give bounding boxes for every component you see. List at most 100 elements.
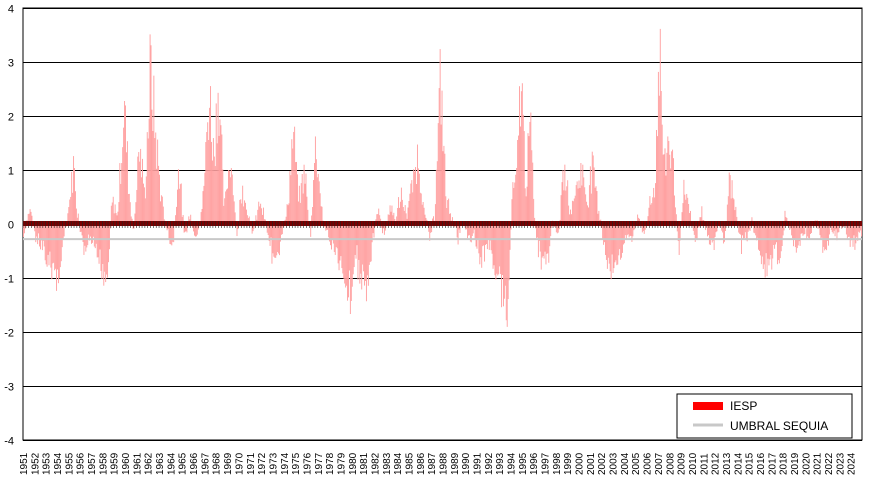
iesp-bar <box>144 198 146 224</box>
x-tick-label: 1998 <box>552 452 563 475</box>
iesp-bar <box>317 173 319 224</box>
iesp-bar <box>669 154 671 224</box>
iesp-bar <box>757 224 759 238</box>
iesp-bar <box>668 141 670 224</box>
iesp-bar <box>477 224 479 240</box>
iesp-bar <box>562 170 564 224</box>
iesp-bar <box>556 224 558 234</box>
iesp-bar <box>830 224 832 230</box>
iesp-bar <box>573 198 575 224</box>
iesp-bar <box>178 188 180 224</box>
iesp-bar <box>150 45 152 224</box>
iesp-bar <box>91 224 92 244</box>
iesp-bar <box>371 224 373 243</box>
iesp-bar <box>725 224 726 231</box>
iesp-bar <box>854 224 856 250</box>
iesp-bar <box>597 213 599 224</box>
iesp-bar <box>721 224 723 231</box>
iesp-bar <box>303 164 305 224</box>
iesp-bar <box>584 187 586 224</box>
iesp-bar <box>365 224 366 281</box>
iesp-bar <box>761 224 763 257</box>
iesp-bar <box>516 167 518 224</box>
iesp-bar <box>744 224 746 233</box>
y-tick-label: -2 <box>4 328 14 340</box>
iesp-bar <box>349 224 351 315</box>
iesp-bar <box>617 224 619 265</box>
iesp-bar <box>800 224 802 234</box>
iesp-bar <box>548 224 550 263</box>
iesp-bar <box>472 224 474 234</box>
iesp-bar <box>625 224 627 239</box>
iesp-bar <box>262 214 263 224</box>
iesp-bar <box>197 224 199 230</box>
iesp-bar <box>145 176 147 224</box>
iesp-bar <box>713 224 715 250</box>
iesp-bar <box>641 224 643 233</box>
iesp-bar <box>616 224 618 266</box>
iesp-bar <box>586 201 588 224</box>
x-tick-label: 2016 <box>756 452 767 475</box>
iesp-bar <box>482 224 484 247</box>
iesp-bar <box>305 173 307 224</box>
iesp-bar <box>550 224 552 237</box>
y-tick-label: 4 <box>8 4 14 16</box>
iesp-bar <box>215 103 217 224</box>
iesp-bar <box>509 224 511 250</box>
iesp-bar <box>110 205 112 224</box>
iesp-bar <box>268 224 270 241</box>
iesp-bar <box>302 193 304 224</box>
iesp-bar <box>588 185 590 224</box>
iesp-bar <box>790 224 792 229</box>
iesp-bar <box>484 224 486 262</box>
iesp-bar <box>208 140 210 224</box>
iesp-bar <box>124 101 126 224</box>
iesp-bar <box>714 224 716 237</box>
iesp-bar <box>849 224 851 247</box>
iesp-bar <box>224 198 226 224</box>
iesp-bar <box>209 107 211 224</box>
iesp-bar <box>647 216 649 224</box>
iesp-bar <box>98 224 100 264</box>
iesp-bar <box>52 224 54 264</box>
iesp-bar <box>667 136 669 224</box>
iesp-bar <box>536 224 538 238</box>
iesp-bar <box>758 224 760 250</box>
x-tick-label: 2012 <box>711 452 722 475</box>
iesp-bar <box>346 224 348 286</box>
iesp-bar <box>810 224 811 234</box>
iesp-bar <box>228 170 229 224</box>
iesp-bar <box>233 201 235 224</box>
iesp-bar <box>185 224 187 231</box>
iesp-bar <box>416 184 417 224</box>
x-tick-label: 1977 <box>314 452 325 475</box>
iesp-bar <box>40 224 42 241</box>
iesp-bar <box>357 224 359 280</box>
x-axis-ticks: 1951 1952 1953 1954 1955 1956 1957 1958 1959 1960… <box>19 452 858 475</box>
iesp-bar <box>827 224 828 241</box>
iesp-bar <box>180 183 182 224</box>
iesp-bar <box>372 224 374 234</box>
iesp-bar <box>154 138 156 224</box>
iesp-bar <box>855 224 857 244</box>
iesp-bar <box>252 224 254 232</box>
iesp-bar <box>621 224 623 258</box>
iesp-bar <box>270 224 272 238</box>
iesp-bar <box>240 199 242 224</box>
iesp-bar <box>712 224 714 241</box>
iesp-bar <box>57 224 59 284</box>
iesp-bar <box>213 156 215 224</box>
iesp-bar <box>286 204 288 224</box>
iesp-bar <box>570 209 571 224</box>
iesp-bar <box>545 224 547 265</box>
iesp-bar <box>591 151 593 224</box>
iesp-bar <box>594 187 596 224</box>
iesp-bar <box>700 217 702 224</box>
iesp-bar <box>726 204 728 224</box>
iesp-bar <box>398 197 400 224</box>
iesp-bar <box>107 224 109 278</box>
iesp-bar <box>756 224 758 241</box>
y-tick-label: 1 <box>8 166 14 178</box>
iesp-bar <box>701 206 703 224</box>
x-tick-label: 2024 <box>847 452 858 475</box>
